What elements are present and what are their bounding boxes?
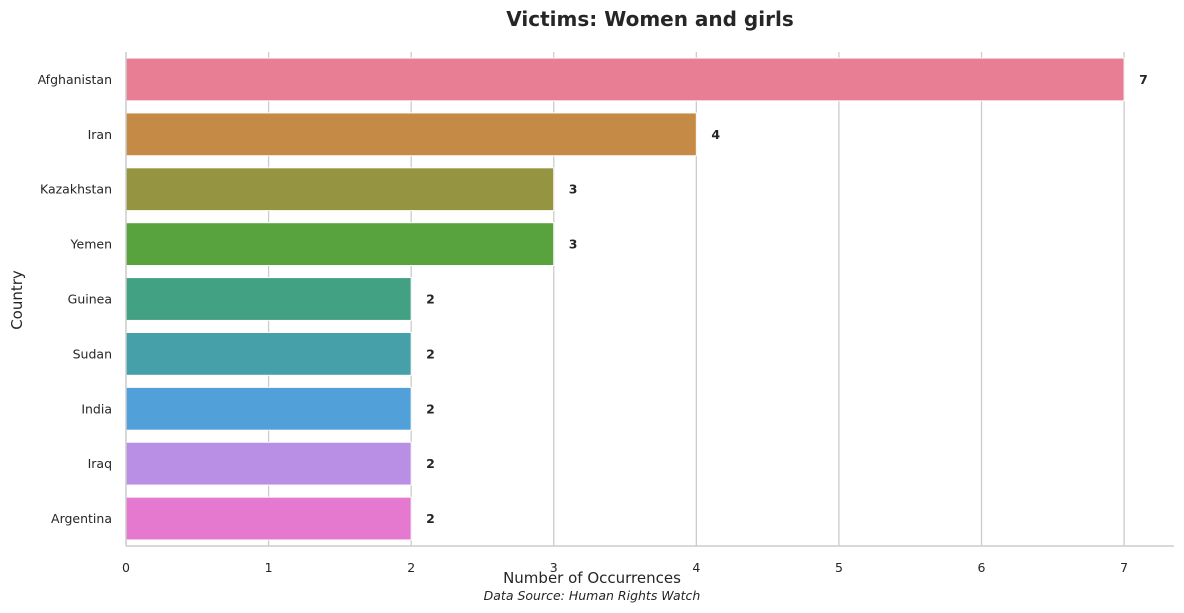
x-tick-label: 5 <box>835 560 843 575</box>
x-tick-label: 4 <box>692 560 700 575</box>
y-tick-label: Argentina <box>51 511 112 526</box>
chart-title: Victims: Women and girls <box>506 7 793 31</box>
y-tick-label: India <box>81 401 112 416</box>
value-label: 7 <box>1139 72 1148 87</box>
value-label: 2 <box>426 292 435 307</box>
y-tick-label: Guinea <box>68 292 112 307</box>
value-label: 2 <box>426 346 435 361</box>
bar <box>125 57 1125 102</box>
axes <box>125 52 1174 547</box>
data-source-note: Data Source: Human Rights Watch <box>484 588 701 603</box>
y-tick-label: Afghanistan <box>38 72 112 87</box>
bars <box>125 57 1125 541</box>
y-tick-label: Sudan <box>73 346 112 361</box>
x-tick-label: 3 <box>550 560 558 575</box>
bar <box>125 222 555 267</box>
x-tick-labels: 0 1 2 3 4 5 6 7 <box>122 560 1128 575</box>
bar <box>125 496 412 541</box>
y-tick-label: Kazakhstan <box>40 182 112 197</box>
value-label: 3 <box>569 182 578 197</box>
x-tick-label: 1 <box>265 560 273 575</box>
y-tick-label: Iran <box>88 127 112 142</box>
value-label: 3 <box>569 237 578 252</box>
x-tick-label: 0 <box>122 560 130 575</box>
bar <box>125 331 412 376</box>
x-tick-label: 7 <box>1120 560 1128 575</box>
y-axis-label: Country <box>8 270 26 330</box>
y-tick-label: Iraq <box>88 456 112 471</box>
x-tick-label: 6 <box>978 560 986 575</box>
bar <box>125 277 412 321</box>
bar <box>125 167 555 212</box>
x-axis-label: Number of Occurrences <box>503 569 681 587</box>
value-labels: 7 4 3 3 2 2 2 2 2 <box>426 72 1148 526</box>
bar <box>125 112 697 157</box>
x-tick-label: 2 <box>407 560 415 575</box>
value-label: 2 <box>426 401 435 416</box>
bar <box>125 386 412 431</box>
value-label: 2 <box>426 456 435 471</box>
value-label: 2 <box>426 511 435 526</box>
value-label: 4 <box>711 127 720 142</box>
y-tick-labels: Afghanistan Iran Kazakhstan Yemen Guinea Suda… <box>38 72 112 526</box>
bar <box>125 441 412 486</box>
y-tick-label: Yemen <box>70 237 112 252</box>
